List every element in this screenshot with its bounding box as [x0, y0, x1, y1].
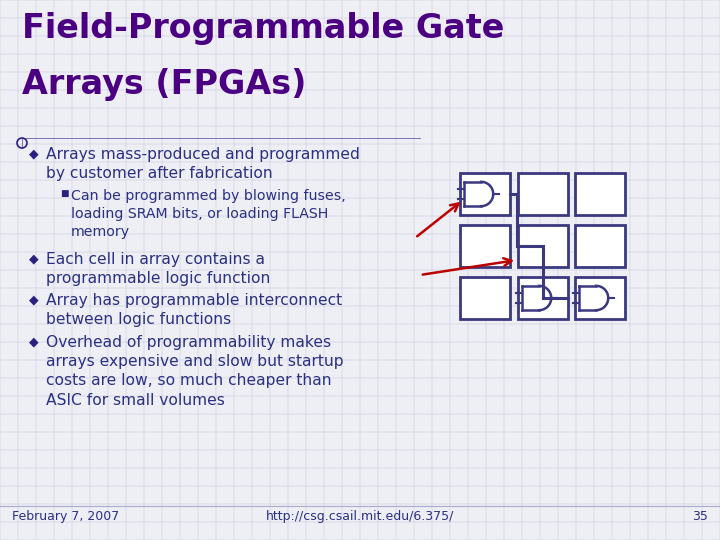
Bar — [460, 173, 510, 215]
Bar — [460, 225, 510, 267]
Text: ■: ■ — [60, 189, 68, 198]
Text: ◆: ◆ — [30, 293, 39, 306]
Text: http://csg.csail.mit.edu/6.375/: http://csg.csail.mit.edu/6.375/ — [266, 510, 454, 523]
Bar — [518, 277, 568, 319]
Text: Can be programmed by blowing fuses,
loading SRAM bits, or loading FLASH
memory: Can be programmed by blowing fuses, load… — [71, 189, 346, 239]
Text: Arrays mass-produced and programmed
by customer after fabrication: Arrays mass-produced and programmed by c… — [46, 147, 360, 181]
Text: Field-Programmable Gate: Field-Programmable Gate — [22, 12, 505, 45]
Bar — [575, 173, 625, 215]
Text: Arrays (FPGAs): Arrays (FPGAs) — [22, 68, 307, 101]
Text: ◆: ◆ — [30, 252, 39, 265]
Text: 35: 35 — [692, 510, 708, 523]
Text: Overhead of programmability makes
arrays expensive and slow but startup
costs ar: Overhead of programmability makes arrays… — [46, 335, 343, 408]
Bar — [460, 277, 510, 319]
Text: February 7, 2007: February 7, 2007 — [12, 510, 120, 523]
Bar — [518, 225, 568, 267]
Text: ◆: ◆ — [30, 335, 39, 348]
Bar — [575, 277, 625, 319]
Text: Each cell in array contains a
programmable logic function: Each cell in array contains a programmab… — [46, 252, 271, 286]
Bar — [575, 225, 625, 267]
Bar — [518, 173, 568, 215]
Text: ◆: ◆ — [30, 147, 39, 160]
Text: Array has programmable interconnect
between logic functions: Array has programmable interconnect betw… — [46, 293, 342, 327]
